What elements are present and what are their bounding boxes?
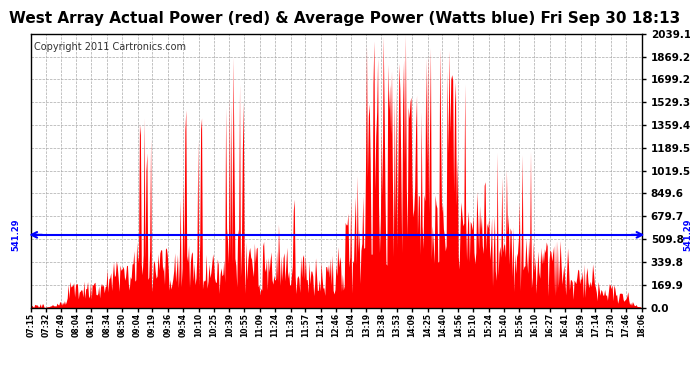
Text: 541.29: 541.29 <box>11 219 20 251</box>
Text: Copyright 2011 Cartronics.com: Copyright 2011 Cartronics.com <box>34 42 186 52</box>
Text: West Array Actual Power (red) & Average Power (Watts blue) Fri Sep 30 18:13: West Array Actual Power (red) & Average … <box>10 11 680 26</box>
Text: 541.29: 541.29 <box>683 219 690 251</box>
